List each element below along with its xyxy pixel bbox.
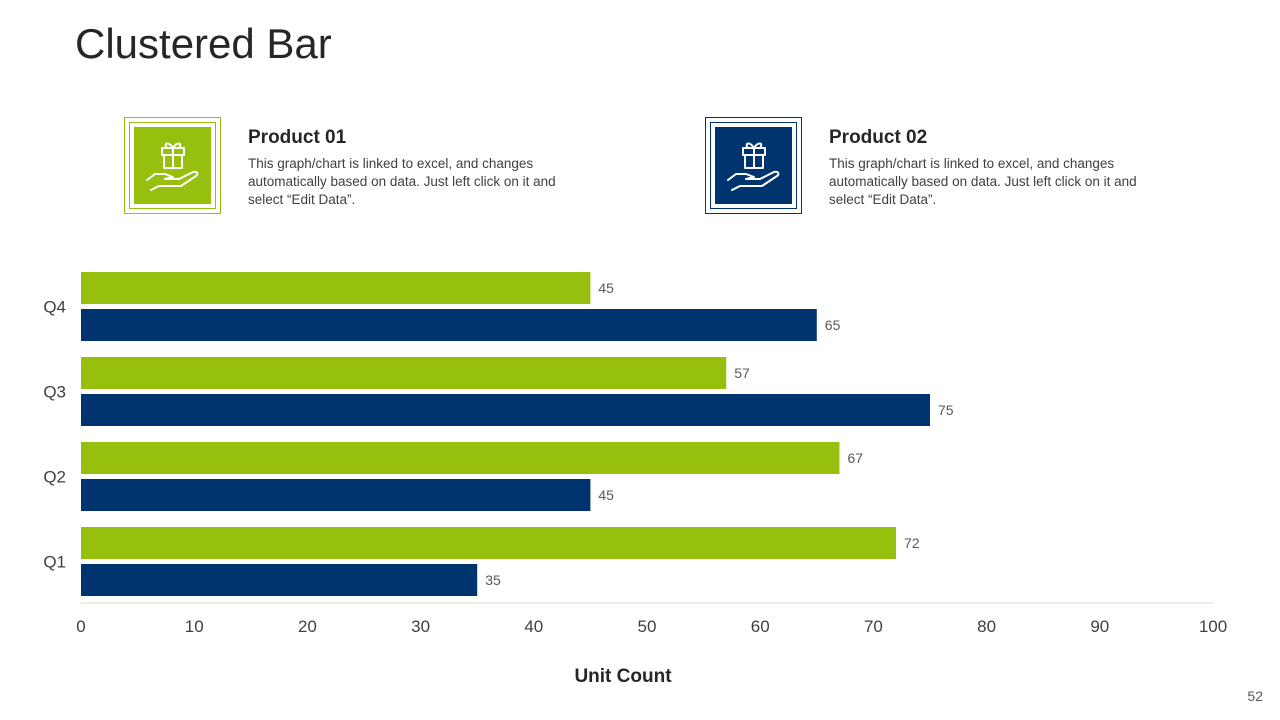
- bar-q2-series-1: [81, 442, 840, 474]
- x-tick-label: 100: [1199, 617, 1227, 636]
- x-tick-label: 20: [298, 617, 317, 636]
- x-axis-title: Unit Count: [574, 666, 672, 687]
- x-tick-label: 60: [751, 617, 770, 636]
- bar-q1-series-2: [81, 564, 478, 596]
- y-tick-label: Q2: [43, 468, 66, 487]
- x-tick-label: 50: [638, 617, 657, 636]
- legend-icon-fill: [134, 127, 211, 204]
- legend-product-description: This graph/chart is linked to excel, and…: [248, 156, 556, 207]
- bar-q3-series-1: [81, 357, 727, 389]
- y-tick-label: Q1: [43, 553, 66, 572]
- data-label: 75: [938, 402, 954, 418]
- legend-product-02: Product 02 This graph/chart is linked to…: [705, 117, 1185, 217]
- y-tick-label: Q4: [43, 298, 66, 317]
- x-tick-label: 80: [977, 617, 996, 636]
- legend-icon-fill: [715, 127, 792, 204]
- legend-icon-inner-frame: [129, 122, 216, 209]
- x-tick-label: 90: [1090, 617, 1109, 636]
- legend-product-name: Product 02: [829, 127, 928, 148]
- data-label: 45: [598, 487, 614, 503]
- x-tick-label: 30: [411, 617, 430, 636]
- y-tick-label: Q3: [43, 383, 66, 402]
- legend-icon-frame: [124, 117, 221, 214]
- page-number: 52: [1247, 688, 1263, 704]
- gift-in-hand-icon: [145, 142, 198, 191]
- bar-q4-series-2: [81, 309, 817, 341]
- legend-product-01: Product 01 This graph/chart is linked to…: [124, 117, 604, 217]
- x-tick-label: 40: [524, 617, 543, 636]
- legend-product-description: This graph/chart is linked to excel, and…: [829, 156, 1137, 207]
- bar-q2-series-2: [81, 479, 591, 511]
- data-label: 65: [825, 317, 841, 333]
- bar-q3-series-2: [81, 394, 930, 426]
- bar-q1-series-1: [81, 527, 897, 559]
- x-tick-label: 0: [76, 617, 85, 636]
- legend-icon-frame: [705, 117, 802, 214]
- data-label: 35: [485, 572, 501, 588]
- data-label: 57: [734, 365, 750, 381]
- data-label: 45: [598, 280, 614, 296]
- bar-q4-series-1: [81, 272, 591, 304]
- x-tick-label: 10: [185, 617, 204, 636]
- data-label: 72: [904, 535, 920, 551]
- legend-icon-inner-frame: [710, 122, 797, 209]
- gift-in-hand-icon: [726, 142, 779, 191]
- x-tick-label: 70: [864, 617, 883, 636]
- legend-product-name: Product 01: [248, 127, 347, 148]
- data-label: 67: [847, 450, 863, 466]
- slide-title: Clustered Bar: [75, 20, 332, 67]
